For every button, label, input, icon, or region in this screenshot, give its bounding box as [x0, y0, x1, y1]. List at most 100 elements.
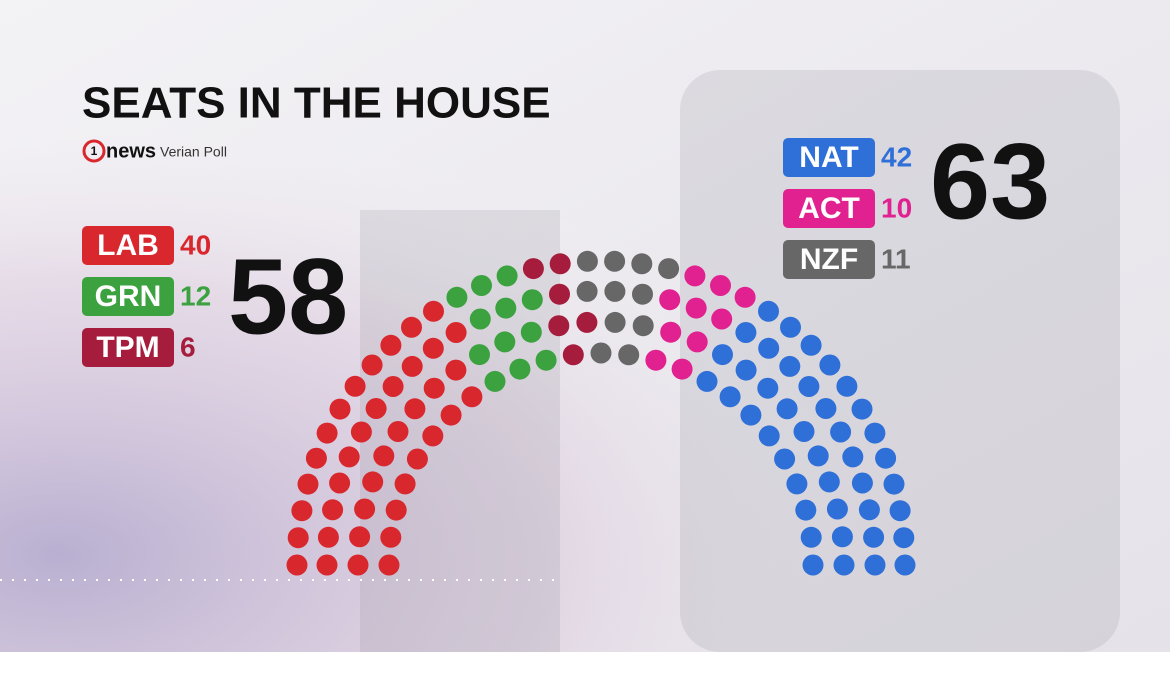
- seat: [779, 355, 801, 377]
- seat: [423, 300, 444, 322]
- seat: [711, 308, 733, 330]
- party-name: NZF: [800, 243, 858, 276]
- logo-word: news: [106, 140, 156, 162]
- seat: [484, 370, 506, 392]
- seat: [401, 316, 422, 338]
- seat: [347, 554, 369, 576]
- party-seats: 6: [180, 331, 196, 362]
- seat: [618, 344, 640, 366]
- seat: [422, 425, 444, 447]
- party-badge: [783, 240, 875, 279]
- seat: [361, 354, 383, 376]
- seat: [894, 554, 916, 576]
- seat: [863, 526, 885, 548]
- seat: [338, 446, 360, 468]
- seat: [671, 358, 693, 380]
- seat: [604, 311, 626, 333]
- seat: [735, 359, 757, 381]
- seat: [864, 554, 886, 576]
- seat: [549, 253, 571, 275]
- seat: [521, 289, 543, 311]
- seat: [802, 554, 824, 576]
- seat: [685, 297, 707, 319]
- seat: [658, 258, 680, 280]
- party-seats-group: [522, 253, 598, 366]
- party-seats-group: [696, 300, 916, 576]
- seat: [836, 375, 858, 397]
- seat: [889, 500, 911, 522]
- bloc-total: 63: [930, 121, 1050, 242]
- seat: [350, 421, 372, 443]
- seat: [445, 322, 467, 343]
- seat: [758, 425, 780, 447]
- seat: [329, 472, 351, 494]
- seat: [710, 275, 731, 296]
- party-seats: 10: [881, 192, 912, 223]
- party-name: GRN: [95, 280, 162, 313]
- seat: [864, 422, 886, 444]
- seat: [851, 398, 873, 420]
- seat: [831, 526, 853, 548]
- seat: [576, 250, 598, 272]
- party-seats: 40: [180, 229, 211, 260]
- seat: [830, 421, 852, 443]
- seat: [590, 342, 612, 364]
- seat: [316, 422, 338, 444]
- seat: [344, 375, 366, 397]
- seat: [826, 498, 848, 520]
- seat: [387, 421, 409, 442]
- seat: [440, 404, 462, 426]
- party-seats: 12: [180, 280, 211, 311]
- seat: [800, 526, 822, 548]
- seat: [378, 554, 400, 576]
- seat: [735, 322, 757, 343]
- seat: [757, 377, 779, 399]
- seat: [632, 283, 653, 305]
- party-badge: [783, 189, 875, 228]
- seat: [548, 315, 570, 337]
- seat: [471, 275, 492, 296]
- seat: [631, 253, 653, 275]
- logo-ring: [82, 139, 106, 163]
- seat: [842, 446, 864, 468]
- seat: [758, 300, 779, 322]
- seat: [535, 349, 557, 371]
- party-badge: [82, 328, 174, 367]
- seat: [380, 526, 402, 548]
- seat: [522, 258, 544, 280]
- bloc-total: 58: [228, 236, 348, 357]
- seat: [807, 445, 829, 467]
- seat: [445, 359, 467, 381]
- seat: [291, 500, 313, 522]
- seat: [719, 386, 741, 408]
- seat: [373, 445, 395, 467]
- party-name: LAB: [97, 229, 159, 262]
- seat: [469, 344, 490, 366]
- party-seats-group: [286, 300, 483, 576]
- seat: [305, 447, 327, 469]
- seat: [406, 448, 428, 470]
- seat: [287, 527, 309, 549]
- seat: [786, 473, 808, 495]
- seat: [469, 308, 491, 330]
- seat: [684, 265, 706, 287]
- seat: [818, 471, 840, 493]
- seat: [815, 398, 837, 419]
- seat: [317, 526, 339, 548]
- seat: [401, 355, 423, 377]
- chart-title: SEATS IN THE HOUSE: [82, 79, 551, 128]
- party-name: NAT: [799, 141, 858, 174]
- seat: [604, 250, 626, 272]
- party-badge: [783, 138, 875, 177]
- seat: [446, 286, 468, 308]
- seat: [851, 472, 873, 494]
- seat: [712, 344, 733, 366]
- seat: [496, 265, 518, 287]
- seat: [329, 398, 351, 420]
- seat: [349, 526, 371, 548]
- seat: [576, 280, 598, 302]
- seat: [362, 471, 384, 493]
- seat: [461, 386, 483, 408]
- party-seats-group: [645, 265, 756, 380]
